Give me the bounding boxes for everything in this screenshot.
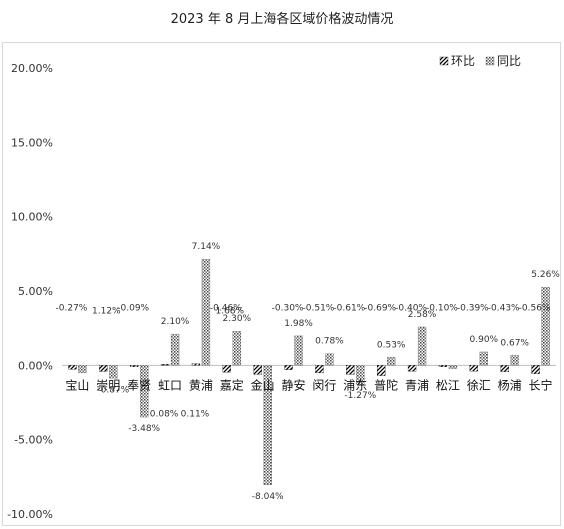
category-label: 崇明 <box>96 378 120 392</box>
bar-mom <box>531 365 540 374</box>
data-label: -0.51% <box>303 303 335 313</box>
data-label: -0.40% <box>395 303 427 313</box>
data-label: -0.69% <box>364 303 396 313</box>
data-label: -8.04% <box>252 492 284 502</box>
data-label: -0.09% <box>117 303 149 313</box>
category-label: 长宁 <box>529 377 553 392</box>
data-label: -0.46% <box>210 303 242 313</box>
bar-yoy <box>140 365 149 418</box>
legend: 环比 同比 <box>439 54 521 68</box>
bar-yoy <box>417 326 427 366</box>
bar-yoy <box>201 259 211 366</box>
bar-mom <box>130 365 139 367</box>
y-tick-label: 15.00% <box>11 136 53 149</box>
bar-yoy <box>479 351 488 366</box>
category-label: 徐汇 <box>467 377 491 392</box>
data-label-layer: -0.27% -0.09% 0.08% 0.11% -0.46% -0.30% -0.51%… <box>56 242 561 502</box>
bar-yoy <box>387 357 396 366</box>
data-label: -0.10% <box>426 303 458 313</box>
y-tick-label: 5.00% <box>18 285 53 298</box>
category-label: 松江 <box>436 378 460 392</box>
data-label: -0.43% <box>488 303 520 313</box>
category-label: 奉贤 <box>127 378 151 392</box>
bar-mom <box>284 365 293 370</box>
bar-yoy <box>294 335 303 366</box>
bar-mom <box>68 365 77 370</box>
chart-title: 2023 年 8 月上海各区域价格波动情况 <box>170 12 394 27</box>
data-label: -3.48% <box>128 424 160 434</box>
bar-mom <box>191 363 201 366</box>
bar-mom <box>469 365 478 372</box>
data-label: -0.39% <box>457 303 489 313</box>
bar-yoy <box>510 355 519 366</box>
data-label: 7.14% <box>192 242 221 252</box>
category-label: 静安 <box>282 377 306 392</box>
y-tick-label: 0.00% <box>18 359 53 372</box>
bar-mom <box>160 363 170 366</box>
data-label: 1.68% <box>216 306 245 316</box>
legend-label: 同比 <box>497 54 521 68</box>
category-label: 浦东 <box>343 378 367 392</box>
data-label: -0.61% <box>333 303 365 313</box>
bar-mom <box>407 365 417 372</box>
category-label: 青浦 <box>405 378 429 392</box>
data-label: 0.67% <box>500 338 529 348</box>
data-label: 0.90% <box>470 335 499 345</box>
data-label: 1.98% <box>284 319 313 329</box>
bar-yoy <box>356 365 365 385</box>
data-label: -0.30% <box>272 303 304 313</box>
category-label: 闵行 <box>312 377 336 392</box>
bar-yoy <box>263 365 272 486</box>
data-label: 0.53% <box>377 340 406 350</box>
y-tick-label: 20.00% <box>11 62 53 75</box>
legend-swatch-mom <box>439 56 449 66</box>
bar-yoy <box>78 365 87 373</box>
bar-yoy <box>109 365 118 379</box>
data-label: 0.08% <box>150 409 179 419</box>
category-label-layer: 宝山 崇明 奉贤 虹口 黄浦 嘉定 金山 静安 闵行 浦东 普陀 青浦 松江 徐汇 杨浦 长宁 <box>65 377 552 392</box>
bar-yoy <box>170 333 180 366</box>
bar-mom <box>346 365 355 375</box>
bar-mom <box>253 365 262 375</box>
y-tick-label: 10.00% <box>11 211 53 224</box>
data-label: 0.78% <box>315 337 344 347</box>
data-label: 0.11% <box>181 409 210 419</box>
category-label: 虹口 <box>158 378 182 392</box>
bar-mom <box>315 365 324 374</box>
bar-yoy <box>448 365 458 369</box>
category-label: 嘉定 <box>220 377 244 392</box>
category-label: 金山 <box>251 377 275 392</box>
bar-mom <box>500 365 509 372</box>
legend-swatch-yoy <box>485 56 495 66</box>
legend-label: 环比 <box>451 54 475 68</box>
data-label: 2.10% <box>161 317 190 327</box>
category-label: 黄浦 <box>189 378 213 392</box>
data-label: -0.56% <box>519 303 551 313</box>
category-label: 宝山 <box>65 378 89 392</box>
axis-layer: 20.00% 15.00% 10.00% 5.00% 0.00% -5.00% -10.00… <box>7 62 556 521</box>
category-label: 杨浦 <box>498 377 522 392</box>
data-label: 5.26% <box>531 270 560 280</box>
data-label: -0.27% <box>56 303 88 313</box>
bar-yoy <box>541 286 550 366</box>
data-label: -0.87% <box>97 385 129 395</box>
y-tick-label: -10.00% <box>7 508 53 521</box>
bar-mom <box>438 365 448 367</box>
data-label: 2.30% <box>223 314 252 324</box>
bar-yoy <box>325 353 334 366</box>
bar-mom <box>99 365 108 372</box>
bar-layer <box>68 259 550 486</box>
bar-mom <box>222 365 231 373</box>
bar-mom <box>377 365 386 376</box>
category-label: 普陀 <box>374 377 398 392</box>
chart-border <box>2 42 561 526</box>
data-label: 1.12% <box>92 306 121 316</box>
y-tick-label: -5.00% <box>14 434 53 447</box>
data-label: -1.27% <box>344 391 376 401</box>
data-label: 2.58% <box>408 310 437 320</box>
bar-yoy <box>232 330 241 366</box>
